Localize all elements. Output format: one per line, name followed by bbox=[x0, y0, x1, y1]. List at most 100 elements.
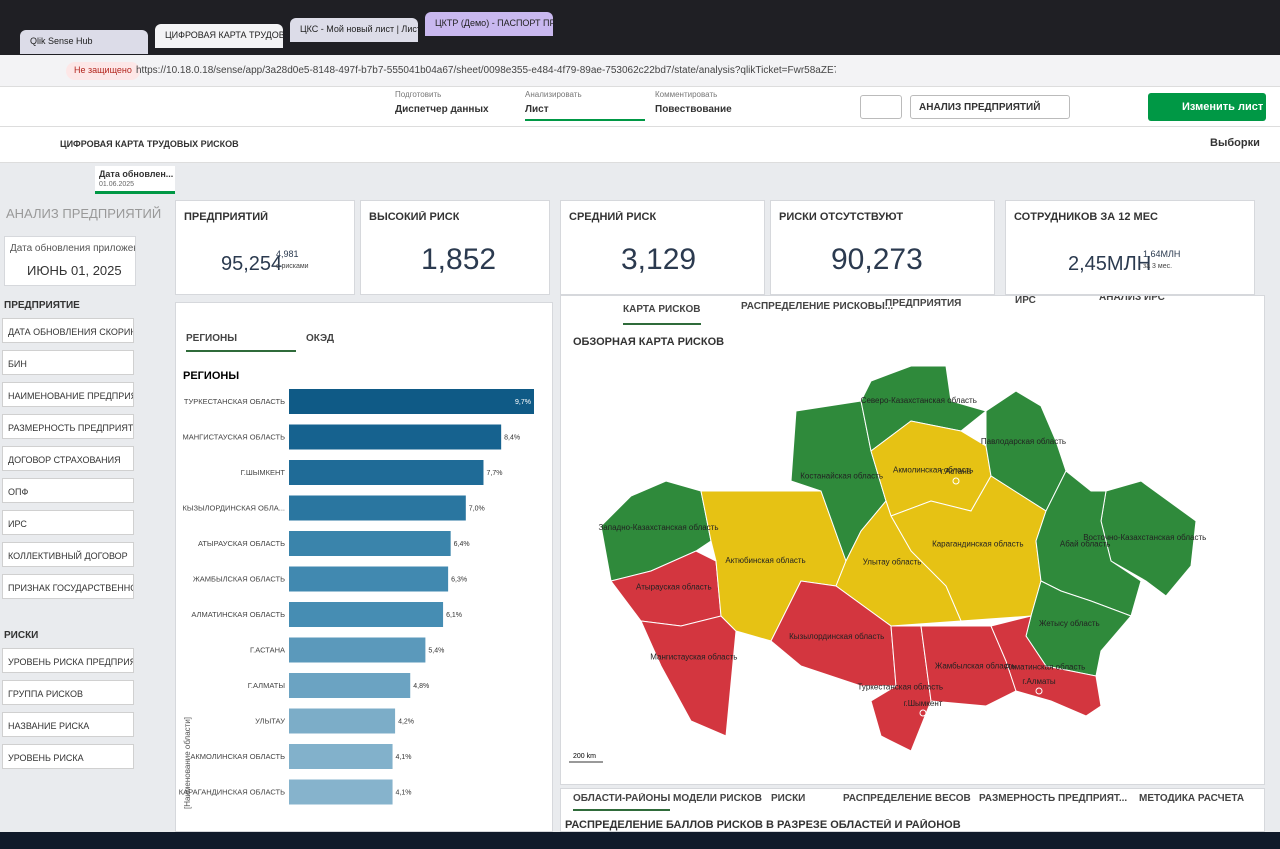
category-label: ЖАМБЫЛСКАЯ ОБЛАСТЬ bbox=[193, 575, 285, 584]
panel-tab[interactable]: АНАЛИЗ ИРС bbox=[1099, 295, 1165, 303]
city bbox=[1035, 687, 1043, 695]
category-label: КАРАГАНДИНСКАЯ ОБЛАСТЬ bbox=[179, 788, 285, 797]
filter-pane[interactable]: НАИМЕНОВАНИЕ ПРЕДПРИЯТИЯ bbox=[2, 382, 134, 407]
selections-button[interactable]: Выборки bbox=[1210, 137, 1260, 149]
app-bar: ЦИФРОВАЯ КАРТА ТРУДОВЫХ РИСКОВ Выборки bbox=[0, 127, 1280, 163]
filter-pane[interactable]: ПРИЗНАК ГОСУДАРСТВЕННОГО СЕКТ... bbox=[2, 574, 134, 599]
mode-value[interactable]: Диспетчер данных bbox=[395, 104, 489, 115]
filter-pane[interactable]: УРОВЕНЬ РИСКА bbox=[2, 744, 134, 769]
security-badge[interactable]: Не защищено bbox=[66, 62, 140, 80]
category-label: УЛЫТАУ bbox=[255, 717, 285, 726]
region-label: Жамбылская область bbox=[935, 662, 1016, 671]
filter-pane[interactable]: РАЗМЕРНОСТЬ ПРЕДПРИЯТИЙ bbox=[2, 414, 134, 439]
region-label: Туркестанская область bbox=[857, 683, 943, 692]
value-label: 4,1% bbox=[396, 790, 412, 797]
filter-pane[interactable]: ДАТА ОБНОВЛЕНИЯ СКОРИНГА bbox=[2, 318, 134, 343]
category-label: ТУРКЕСТАНСКАЯ ОБЛАСТЬ bbox=[184, 397, 285, 406]
bar bbox=[289, 460, 484, 485]
bottom-tab[interactable]: РАСПРЕДЕЛЕНИЕ ВЕСОВ bbox=[843, 793, 971, 804]
panel-tab[interactable]: КАРТА РИСКОВ bbox=[623, 304, 701, 325]
category-label: АКМОЛИНСКАЯ ОБЛАСТЬ bbox=[190, 752, 285, 761]
bar bbox=[289, 637, 426, 663]
panel-tab[interactable]: РАСПРЕДЕЛЕНИЕ РИСКОВЫ... bbox=[741, 301, 894, 312]
group-title: РИСКИ bbox=[4, 630, 39, 641]
region-label: Актюбинская область bbox=[725, 556, 805, 565]
filter-pane[interactable]: ОПФ bbox=[2, 478, 134, 503]
region-label: Костанайская область bbox=[800, 472, 883, 481]
kpi-value: 95,254 bbox=[221, 253, 283, 275]
kpi-title: СОТРУДНИКОВ ЗА 12 МЕС bbox=[1014, 211, 1159, 223]
url[interactable]: https://10.18.0.18/sense/app/3a28d0e5-81… bbox=[136, 65, 836, 76]
mode-value[interactable]: Повествование bbox=[655, 104, 732, 115]
filter-pane[interactable]: БИН bbox=[2, 350, 134, 375]
bar-panel: РЕГИОНЫ [Наименование области] ТУРКЕСТАНСК… bbox=[175, 302, 553, 832]
value-label: 6,1% bbox=[446, 612, 462, 619]
selection-chip[interactable]: Дата обновлен... 01.06.2025 bbox=[95, 166, 175, 194]
browser-tab[interactable]: Qlik Sense Hub bbox=[20, 30, 148, 54]
selection-value: 01.06.2025 bbox=[99, 181, 135, 188]
bar bbox=[289, 424, 502, 450]
taskbar bbox=[0, 832, 1280, 849]
filter-pane[interactable]: ИРС bbox=[2, 510, 134, 535]
filter-pane[interactable]: ДОГОВОР СТРАХОВАНИЯ bbox=[2, 446, 134, 471]
mode-value[interactable]: Лист bbox=[525, 104, 645, 121]
bar bbox=[289, 602, 444, 627]
filter-pane[interactable]: КОЛЛЕКТИВНЫЙ ДОГОВОР bbox=[2, 542, 134, 567]
kpi-title: РИСКИ ОТСУТСТВУЮТ bbox=[779, 211, 904, 223]
bar bbox=[289, 495, 466, 521]
filter-pane[interactable]: ГРУППА РИСКОВ bbox=[2, 680, 134, 705]
filter-pane[interactable]: УРОВЕНЬ РИСКА ПРЕДПРИЯТИЯ bbox=[2, 648, 134, 673]
bar-chart: РЕГИОНЫ [Наименование области] ТУРКЕСТАНСК… bbox=[179, 370, 534, 809]
value-label: 5,4% bbox=[428, 648, 444, 655]
category-label: КЫЗЫЛОРДИНСКАЯ ОБЛА... bbox=[182, 504, 285, 513]
kpi-value: 90,273 bbox=[831, 243, 923, 276]
browser-tab[interactable]: ЦКТР (Демо) - ПАСПОРТ ПРЕД bbox=[425, 12, 553, 36]
panel-tab[interactable]: ИРС bbox=[1015, 295, 1036, 306]
scale-label: 200 km bbox=[573, 753, 596, 760]
filter-pane[interactable]: НАЗВАНИЕ РИСКА bbox=[2, 712, 134, 737]
region bbox=[990, 615, 1102, 717]
kpi-card: ВЫСОКИЙ РИСК 1,852 bbox=[360, 200, 550, 295]
kpi-row: ПРЕДПРИЯТИЙ 95,254 4,981 с рисками ВЫСОКИЙ Р… bbox=[0, 0, 1280, 295]
region-label: Западно-Казахстанская область bbox=[598, 523, 718, 532]
value-label: 9,7% bbox=[515, 399, 531, 406]
bar bbox=[289, 673, 411, 698]
kpi-value: 3,129 bbox=[621, 243, 697, 276]
bottom-tab[interactable]: ОБЛАСТИ-РАЙОНЫ bbox=[573, 793, 671, 811]
browser-tab[interactable]: ЦИФРОВАЯ КАРТА ТРУДОВЫ bbox=[155, 24, 283, 48]
panel-tab[interactable]: ОКЭД bbox=[306, 333, 334, 344]
axis-label: [Наименование области] bbox=[183, 717, 192, 809]
region-label: Атырауская область bbox=[636, 583, 712, 592]
kpi-card: СОТРУДНИКОВ ЗА 12 МЕС 2,45МЛН 1,64МЛН за 3 … bbox=[1005, 200, 1255, 295]
kpi-card: СРЕДНИЙ РИСК 3,129 bbox=[560, 200, 765, 295]
region-label: Акмолинская область bbox=[893, 466, 973, 475]
chart-title: РЕГИОНЫ bbox=[183, 370, 239, 382]
region-label: Кызылординская область bbox=[789, 632, 884, 641]
sheet-selector[interactable]: АНАЛИЗ ПРЕДПРИЯТИЙ bbox=[910, 95, 1070, 119]
value-label: 7,0% bbox=[469, 506, 485, 513]
kpi-card: ПРЕДПРИЯТИЙ 95,254 4,981 с рисками bbox=[175, 200, 355, 295]
bottom-tab[interactable]: РАЗМЕРНОСТЬ ПРЕДПРИЯТ... bbox=[979, 793, 1128, 804]
date-label: Дата обновления приложения bbox=[10, 243, 136, 254]
region-label: Абай область bbox=[1060, 539, 1111, 548]
bar bbox=[289, 531, 451, 556]
bottom-tab[interactable]: РИСКИ bbox=[771, 793, 806, 804]
panel-tab[interactable]: РЕГИОНЫ bbox=[186, 333, 296, 352]
region-label: Павлодарская область bbox=[981, 437, 1066, 446]
bottom-panel: ОБЛАСТИ-РАЙОНЫ МОДЕЛИ РИСКОВ РИСКИ РАСПРЕДЕ… bbox=[560, 788, 1265, 832]
edit-button[interactable]: Изменить лист bbox=[1148, 93, 1266, 121]
panel-tab[interactable]: ПРЕДПРИЯТИЯ bbox=[885, 298, 962, 309]
bottom-tab[interactable]: МЕТОДИКА РАСЧЕТА bbox=[1139, 793, 1245, 804]
map-title: ОБЗОРНАЯ КАРТА РИСКОВ bbox=[573, 336, 725, 348]
region bbox=[640, 615, 737, 737]
bookmark-button[interactable] bbox=[860, 95, 902, 119]
region-label: г.Шымкент bbox=[904, 699, 943, 708]
region-label: Северо-Казахстанская область bbox=[861, 396, 977, 405]
region-label: Мангистауская область bbox=[650, 653, 737, 662]
bottom-tab[interactable]: МОДЕЛИ РИСКОВ bbox=[673, 793, 762, 804]
category-label: АТЫРАУСКАЯ ОБЛАСТЬ bbox=[198, 539, 285, 548]
map: Западно-Казахстанская область Атырауская … bbox=[569, 365, 1206, 763]
sidebar: АНАЛИЗ ПРЕДПРИЯТИЙ Дата обновления прило… bbox=[0, 200, 168, 832]
browser-tab[interactable]: ЦКС - Мой новый лист | Лист bbox=[290, 18, 418, 42]
